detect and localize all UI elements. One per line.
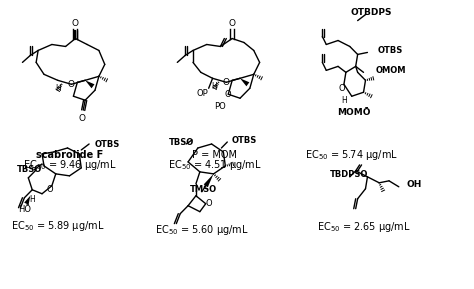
Text: EC$_{50}$ = 2.65 μg/mL: EC$_{50}$ = 2.65 μg/mL [317, 220, 410, 234]
Text: scabrolide F: scabrolide F [36, 150, 103, 160]
Text: O: O [68, 80, 75, 89]
Polygon shape [240, 78, 249, 86]
Text: HŌ: HŌ [18, 205, 31, 214]
Polygon shape [204, 174, 214, 187]
Text: OTBS: OTBS [377, 46, 402, 55]
Text: EC$_{50}$ = 4.51 μg/mL: EC$_{50}$ = 4.51 μg/mL [168, 158, 262, 172]
Text: O: O [206, 199, 212, 208]
Polygon shape [24, 196, 30, 205]
Text: H: H [341, 96, 347, 105]
Text: OP: OP [197, 89, 209, 98]
Text: O: O [225, 90, 232, 99]
Text: TMSO: TMSO [190, 185, 217, 194]
Text: O: O [338, 84, 345, 93]
Text: O: O [46, 185, 53, 194]
Text: OMOM: OMOM [375, 66, 406, 75]
Text: H: H [29, 195, 35, 204]
Text: EC$_{50}$ = 5.89 μg/mL: EC$_{50}$ = 5.89 μg/mL [11, 218, 104, 233]
Text: H: H [212, 82, 218, 91]
Text: P = MOM: P = MOM [192, 150, 237, 160]
Text: H: H [55, 84, 61, 93]
Text: O: O [223, 78, 230, 87]
Text: EC$_{50}$ = 9.46 μg/mL: EC$_{50}$ = 9.46 μg/mL [23, 158, 117, 172]
Text: MOMŌ: MOMŌ [337, 108, 371, 117]
Text: O: O [79, 114, 86, 123]
Text: EC$_{50}$ = 5.60 μg/mL: EC$_{50}$ = 5.60 μg/mL [155, 223, 249, 237]
Text: OTBS: OTBS [95, 140, 120, 149]
Text: PO: PO [215, 102, 226, 111]
Text: O: O [228, 19, 236, 28]
Text: TBDPSO: TBDPSO [330, 170, 369, 179]
Polygon shape [85, 80, 94, 88]
Text: OTBS: OTBS [231, 136, 256, 144]
Text: TBSO: TBSO [17, 165, 42, 174]
Text: TBSO: TBSO [168, 138, 194, 147]
Text: OTBDPS: OTBDPS [351, 8, 392, 17]
Text: OH: OH [407, 180, 422, 189]
Text: O: O [72, 19, 79, 28]
Text: EC$_{50}$ = 5.74 μg/mL: EC$_{50}$ = 5.74 μg/mL [305, 148, 398, 162]
